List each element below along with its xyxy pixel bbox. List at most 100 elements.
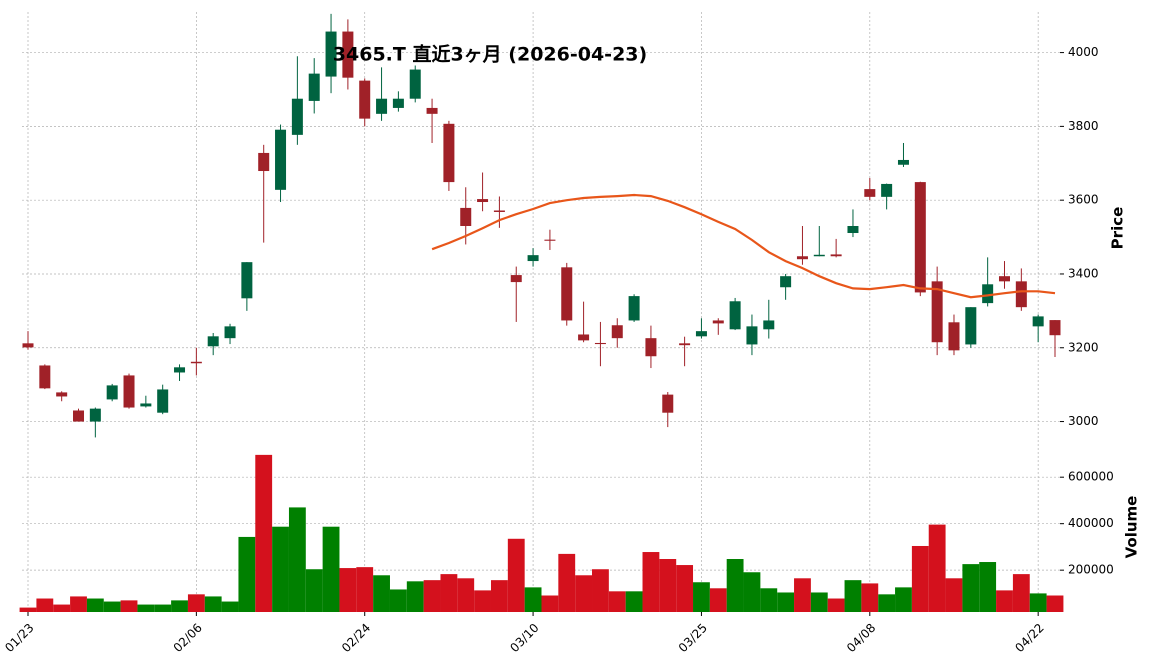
candle-body (325, 31, 337, 77)
candle-body (291, 98, 303, 135)
volume-bar (676, 565, 694, 612)
volume-bar (541, 595, 559, 612)
volume-bar (625, 591, 643, 612)
candle-body (224, 326, 236, 339)
candle-body (998, 276, 1010, 282)
volume-bar (86, 598, 104, 612)
candle-body (729, 301, 741, 330)
x-tick-label: 01/23 (2, 621, 36, 655)
volume-bar (187, 594, 205, 612)
candle-body (426, 107, 438, 114)
volume-bar (878, 594, 896, 612)
volume-bar (339, 568, 357, 612)
volume-bar (507, 538, 525, 612)
volume-bar (36, 598, 54, 612)
volume-bar (490, 580, 508, 612)
volume-bar (474, 590, 491, 612)
candle-body (561, 267, 573, 321)
candle-body (460, 207, 472, 226)
volume-bar (288, 507, 306, 612)
candle-body (1049, 320, 1061, 336)
candle-body (106, 385, 118, 400)
volume-bar (608, 591, 626, 612)
y-tick-label: 600000 (1068, 470, 1114, 484)
candle-body (914, 182, 926, 293)
volume-bar (558, 553, 576, 612)
volume-bar (53, 604, 71, 612)
candle-body (712, 320, 724, 324)
volume-bar (693, 582, 710, 612)
candle-body (443, 123, 455, 183)
volume-bar (406, 581, 424, 612)
candle-body (123, 375, 135, 408)
y-tick-label: 3600 (1068, 193, 1099, 207)
volume-axis-label: Volume (1123, 496, 1141, 559)
candle-body (140, 403, 152, 407)
y-tick-label: 3200 (1068, 340, 1099, 354)
candle-body (611, 325, 623, 339)
candle-body (897, 159, 909, 165)
volume-bar (137, 604, 155, 612)
y-tick-label: 3800 (1068, 119, 1099, 133)
candle-body (190, 361, 202, 364)
volume-bar (19, 607, 37, 612)
volume-bar (709, 588, 727, 612)
volume-bar (154, 604, 172, 612)
volume-bar (827, 598, 845, 612)
y-tick-label: 4000 (1068, 45, 1099, 59)
candle-body (207, 336, 219, 347)
volume-bar (221, 601, 239, 612)
candle-body (948, 322, 960, 351)
candle-body (594, 342, 606, 345)
candle-body (359, 80, 371, 119)
y-tick-label: 400000 (1068, 516, 1114, 530)
candle-body (174, 367, 186, 373)
moving-average-line (431, 193, 1056, 299)
volume-bar (592, 569, 609, 612)
volume-bar (996, 590, 1013, 612)
candle-body (527, 255, 539, 262)
volume-bar (642, 552, 660, 612)
candle-body (342, 31, 354, 78)
volume-bar (979, 562, 997, 612)
volume-bar (305, 569, 323, 612)
volume-bar (322, 526, 340, 612)
volume-bar (861, 583, 879, 612)
candle-body (1032, 316, 1044, 327)
volume-bar (962, 564, 980, 612)
volume-bar (524, 587, 542, 612)
y-tick-label: 3400 (1068, 266, 1099, 280)
candle-body (813, 254, 825, 257)
candle-body (847, 226, 859, 234)
candle-body (56, 392, 68, 397)
x-tick-label: 04/22 (1012, 621, 1046, 655)
volume-bar (777, 592, 795, 612)
x-tick-label: 03/10 (507, 621, 541, 655)
candle-body (830, 254, 842, 257)
candle-body (931, 281, 943, 343)
candle-body (628, 296, 640, 321)
volume-bar (103, 601, 121, 612)
volume-bar (659, 559, 677, 612)
candle-body (22, 343, 34, 348)
volume-bar (726, 559, 744, 612)
candle-body (510, 275, 522, 283)
candle-body (275, 129, 287, 190)
volume-bar (760, 588, 778, 612)
volume-bar (457, 578, 475, 612)
y-axis-label: Price (1109, 207, 1127, 250)
candle-body (258, 152, 270, 172)
volume-bar (204, 596, 222, 612)
candle-body (73, 410, 85, 422)
volume-bar (120, 600, 138, 612)
volume-bar (911, 545, 929, 612)
x-tick-label: 02/24 (339, 621, 373, 655)
volume-bar (895, 587, 912, 612)
candle-body (1015, 281, 1027, 308)
candle-body (780, 276, 792, 288)
candle-body (746, 326, 758, 345)
volume-bar (70, 596, 87, 612)
y-tick-label: 3000 (1068, 414, 1099, 428)
volume-bar (272, 526, 289, 612)
